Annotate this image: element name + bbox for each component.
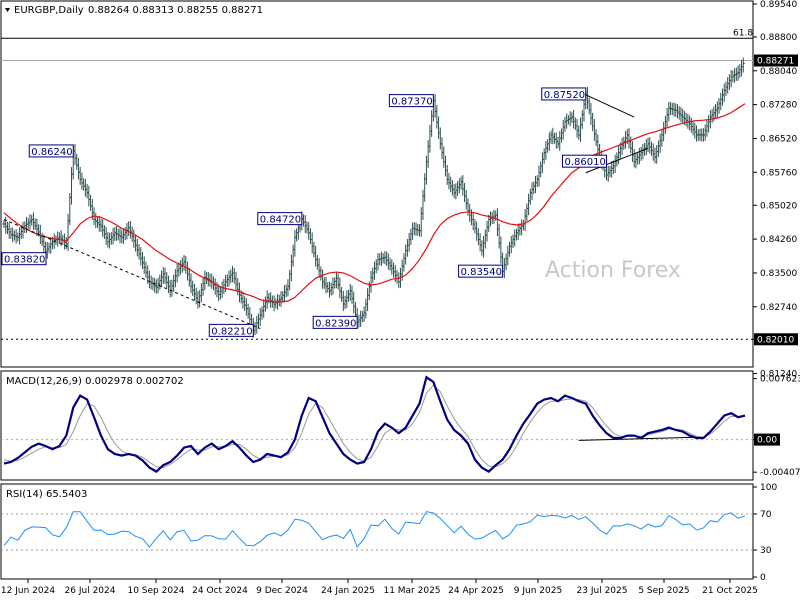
macd-current-tag: 0.00 (754, 433, 780, 446)
price-label-box (1, 252, 47, 266)
rsi-tick-label: 70 (760, 510, 772, 520)
current-price-text: 0.88271 (757, 57, 794, 67)
x-tick-label: 24 Apr 2025 (448, 586, 504, 596)
macd-panel-frame (0, 370, 754, 481)
price-label-box (561, 154, 607, 168)
support-price-text: 0.82010 (757, 335, 794, 345)
main-level-lines (1, 37, 753, 340)
x-tick-label: 10 Sep 2024 (127, 586, 184, 596)
x-tick-label: 24 Oct 2024 (192, 586, 248, 596)
y-tick-label: 0.86520 (760, 134, 797, 144)
main-header: EURGBP,Daily 0.88264 0.88313 0.88255 0.8… (5, 5, 263, 16)
rsi-panel: 100 70 30 0 RSI(14) 65.5403 (0, 483, 777, 583)
price-label: 0.83540 (461, 267, 502, 278)
y-tick-label: 0.87280 (760, 101, 797, 111)
price-label-box (541, 87, 587, 101)
macd-tick-label: 0.007623 (760, 375, 800, 385)
x-tick-label: 9 Jun 2025 (514, 586, 562, 596)
y-tick-label: 0.81240 (760, 370, 797, 380)
trendline (585, 94, 635, 118)
price-label: 0.87370 (391, 97, 432, 108)
price-labels: 0.86240 0.83820 0.82210 0.84720 0.82390 0.873… (1, 87, 607, 337)
y-tick-label: 0.85760 (760, 168, 797, 178)
current-price-tag: 0.88271 (754, 54, 798, 67)
watermark: Action Forex (545, 258, 681, 283)
price-label-box (388, 94, 434, 108)
macd-main-line (3, 375, 746, 473)
collapse-triangle-icon[interactable] (5, 8, 10, 12)
price-label: 0.83820 (4, 255, 45, 266)
time-axis: 12 Jun 2024 26 Jul 2024 10 Sep 2024 24 Oct … (1, 579, 758, 596)
rsi-y-axis: 100 70 30 0 (1, 483, 777, 583)
x-tick-label: 12 Jun 2024 (1, 586, 55, 596)
x-tick-label: 23 Jul 2025 (577, 586, 628, 596)
macd-header: MACD(12,26,9) 0.002978 0.002702 (6, 376, 184, 387)
price-label: 0.86010 (564, 157, 605, 168)
y-tick-label: 0.85020 (760, 201, 797, 211)
x-tick-label: 24 Jan 2025 (321, 586, 375, 596)
price-label-box (458, 264, 504, 278)
y-tick-label: 0.82740 (760, 303, 797, 313)
price-label: 0.84720 (260, 215, 301, 226)
macd-current-text: 0.00 (757, 436, 777, 446)
price-label: 0.86240 (31, 147, 72, 158)
macd-panel: 0.007623 0.00 -0.004073 MACD(12,26,9) 0.00… (0, 370, 800, 481)
rsi-panel-frame (0, 483, 754, 580)
price-label-box (257, 212, 303, 226)
y-tick-label: 0.88800 (760, 33, 797, 43)
y-tick-label: 0.88040 (760, 67, 797, 77)
rsi-tick-label: 30 (760, 546, 772, 556)
y-tick-label: 0.89540 (760, 0, 797, 10)
rsi-line (3, 511, 746, 548)
price-label-box (208, 323, 254, 337)
price-label: 0.82390 (315, 318, 356, 329)
macd-trendline (578, 436, 697, 441)
trendline (585, 147, 649, 174)
x-tick-label: 26 Jul 2024 (65, 586, 116, 596)
trendline (3, 219, 261, 330)
rsi-header: RSI(14) 65.5403 (6, 489, 87, 500)
x-tick-label: 9 Dec 2024 (256, 586, 308, 596)
main-panel: 0.89540 0.88800 0.88040 0.87280 0.86520 0.857… (0, 0, 798, 380)
price-label: 0.87520 (544, 90, 585, 101)
x-tick-label: 11 Mar 2025 (383, 586, 440, 596)
y-tick-label: 0.84260 (760, 235, 797, 245)
main-panel-frame (0, 0, 754, 368)
fib-level-label: 61.8 (733, 28, 753, 38)
support-price-tag: 0.82010 (754, 333, 798, 346)
price-label-box (312, 315, 358, 329)
moving-average-line (3, 103, 746, 303)
trendlines (3, 94, 649, 330)
rsi-tick-label: 100 (760, 483, 777, 493)
x-tick-label: 5 Sep 2025 (638, 586, 689, 596)
x-tick-label: 21 Oct 2025 (702, 586, 758, 596)
y-tick-label: 0.83500 (760, 269, 797, 279)
ohlc-values: 0.88264 0.88313 0.88255 0.88271 (88, 5, 263, 16)
macd-tick-label: -0.004073 (760, 468, 800, 478)
price-label: 0.82210 (211, 326, 252, 337)
symbol-label: EURGBP,Daily (14, 5, 84, 16)
price-label-box (28, 144, 74, 158)
rsi-tick-label: 0 (760, 573, 766, 583)
